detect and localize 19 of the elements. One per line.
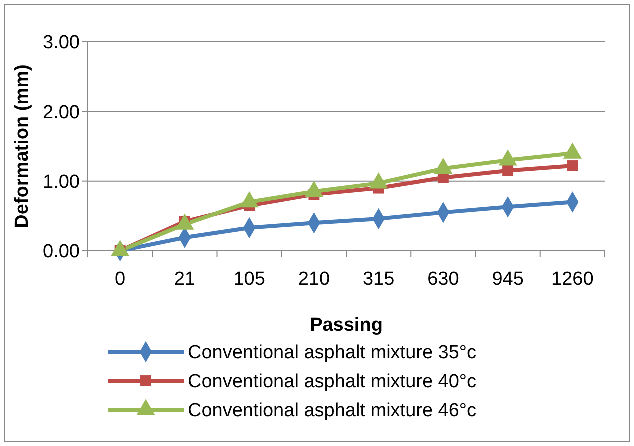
- x-tick-label: 315: [362, 269, 395, 290]
- y-tick-label: 1.00: [43, 172, 80, 193]
- x-tick-label: 630: [428, 269, 460, 290]
- x-tick-label: 1260: [552, 269, 594, 290]
- legend-label: Conventional asphalt mixture 40°c: [188, 372, 477, 393]
- legend-label: Conventional asphalt mixture 46°c: [188, 400, 477, 422]
- x-tick-label: 210: [298, 269, 330, 290]
- point: [502, 165, 514, 176]
- x-axis-title: Passing: [310, 315, 383, 336]
- y-tick-label: 2.00: [43, 102, 80, 124]
- legend-label: Conventional asphalt mixture 35°c: [188, 342, 477, 364]
- x-tick-label: 105: [234, 269, 266, 290]
- x-tick-label: 0: [115, 269, 126, 290]
- y-tick-label: 0.00: [43, 242, 80, 263]
- y-tick-label: 3.00: [43, 32, 80, 54]
- y-axis-title: Deformation (mm): [12, 64, 33, 228]
- x-tick-label: 21: [174, 269, 196, 290]
- x-tick-label: 945: [492, 269, 524, 290]
- point: [567, 160, 578, 172]
